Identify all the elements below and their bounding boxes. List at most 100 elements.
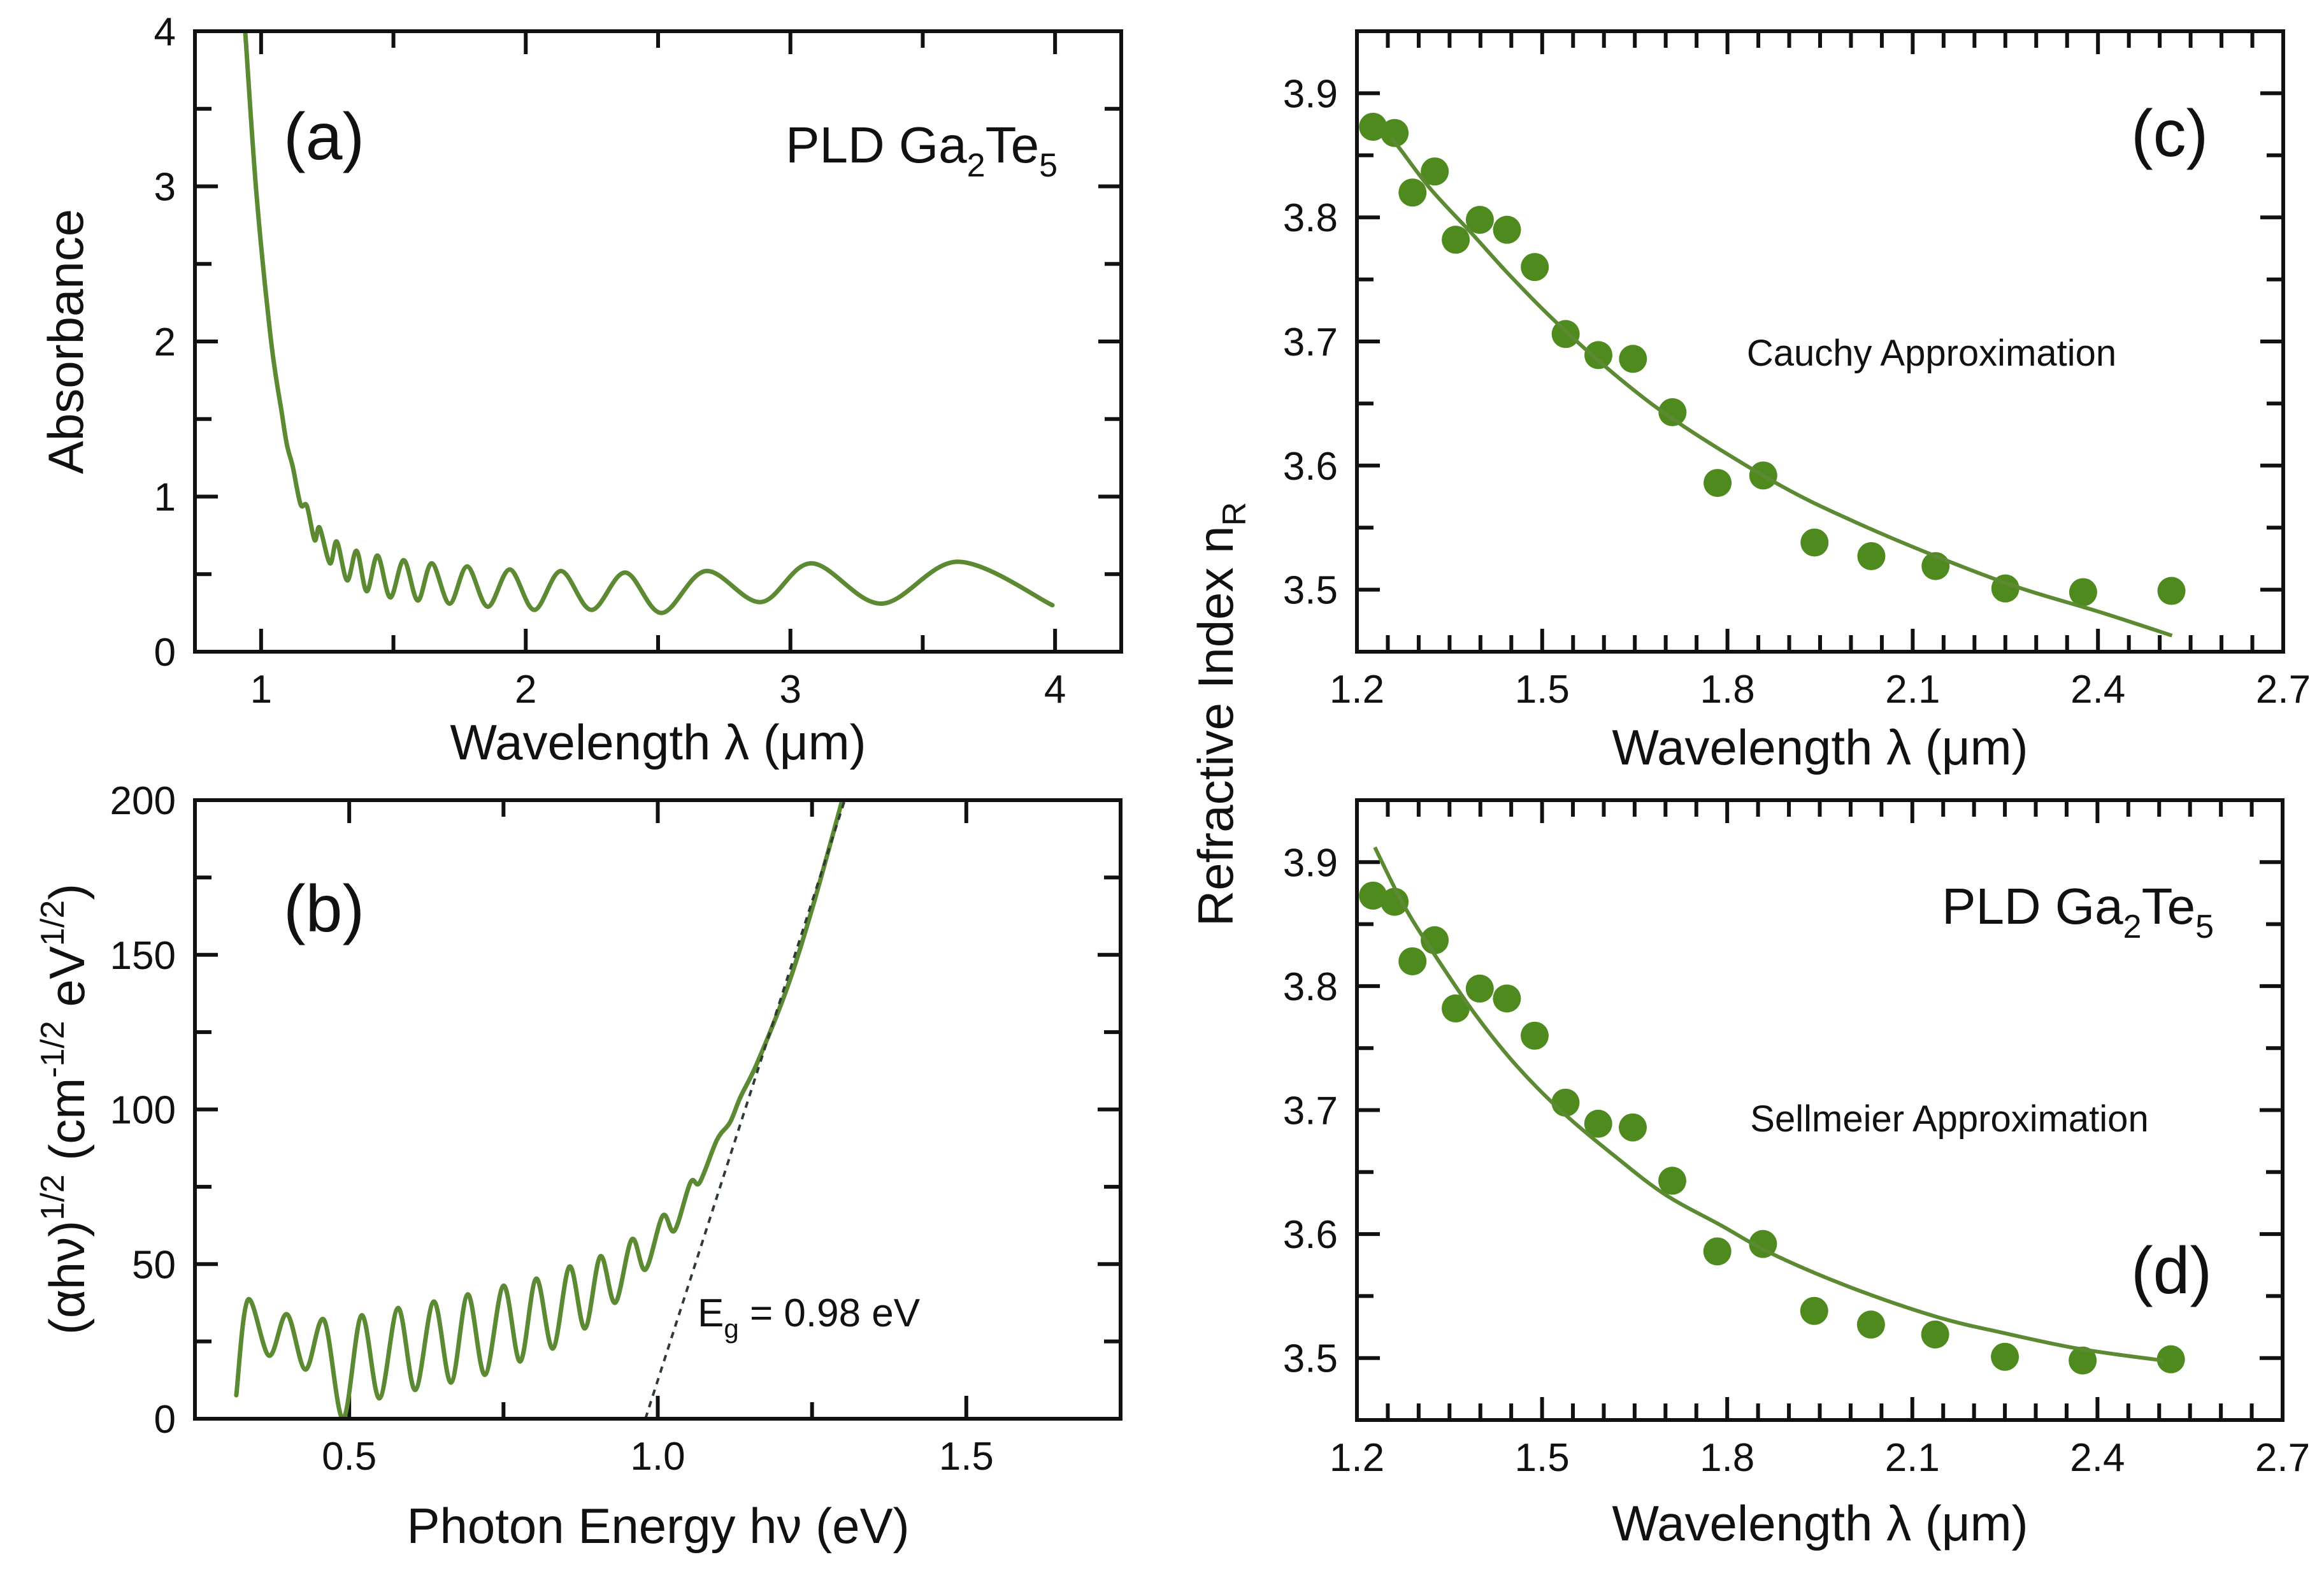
- eg-sub: g: [724, 1314, 738, 1344]
- plot-frame: [1355, 798, 2285, 1422]
- ylabel-main: Refractive Index n: [1187, 526, 1244, 926]
- data-point: [1521, 253, 1549, 282]
- panel-b-eg-annotation: Eg = 0.98 eV: [698, 1291, 921, 1344]
- panel-b-plot-area: 0.5 1.0 1.5 0 50 100 150 200: [110, 779, 1123, 1479]
- data-point: [1618, 1113, 1647, 1142]
- y-tick-label: 3.5: [1283, 1337, 1338, 1381]
- x-tick-label: 1.2: [1330, 668, 1384, 712]
- y-tick-label: 4: [154, 10, 176, 54]
- ylabel-part-d: ): [39, 884, 95, 900]
- y-tick-label: 3.5: [1283, 569, 1338, 613]
- panel-c: 1.2 1.5 1.8 2.1 2.4 2.7 3.5 3.6 3.7 3.8 3.9 (c) Ca…: [1283, 29, 2311, 775]
- data-point: [1441, 994, 1470, 1022]
- ylabel-sup1: 1/2: [34, 1174, 71, 1220]
- sample-name: PLD Ga: [785, 117, 967, 173]
- x-tick-label: 2.4: [2070, 668, 2125, 712]
- data-point: [1800, 1296, 1828, 1325]
- panel-b-label: (b): [283, 872, 364, 946]
- panel-c-x-axis-title: Wavelength λ (μm): [1612, 719, 2028, 775]
- data-point: [1658, 398, 1687, 427]
- x-tick-label: 3: [779, 668, 801, 712]
- y-tick-label: 3.6: [1283, 445, 1338, 489]
- data-point: [1800, 528, 1829, 557]
- panel-a-plot-area: 1 2 3 4 0 1 2 3 4: [154, 10, 1123, 712]
- plot-frame: [193, 798, 1123, 1421]
- data-point: [1704, 469, 1732, 498]
- y-tick-label: 3.9: [1283, 72, 1338, 116]
- y-tick-label: 3.8: [1283, 196, 1338, 240]
- y-tick-label: 200: [110, 779, 176, 823]
- panel-b-y-axis-title: (αhν)1/2 (cm-1/2 eV1/2): [34, 884, 95, 1335]
- sample-mid: Te: [2142, 878, 2196, 935]
- data-curve: [234, 800, 845, 1419]
- data-point: [1658, 1166, 1686, 1195]
- x-tick-label: 2.1: [1885, 668, 1940, 712]
- x-tick-label: 2: [515, 668, 536, 712]
- y-tick-label: 3.7: [1283, 1089, 1338, 1133]
- panel-a-sample-annotation: PLD Ga2Te5: [785, 117, 1058, 184]
- panel-d-fit-annotation: Sellmeier Approximation: [1750, 1098, 2148, 1140]
- panel-d: 1.2 1.5 1.8 2.1 2.4 2.7 3.5 3.6 3.7 3.8 3.9 PLD Ga…: [1283, 798, 2310, 1551]
- panel-a-y-axis-title: Absorbance: [38, 209, 94, 474]
- refractive-index-y-axis-title: Refractive Index nR: [1187, 502, 1253, 926]
- y-tick-label: 3.9: [1283, 841, 1338, 885]
- data-point: [1359, 112, 1388, 141]
- data-point: [1584, 1109, 1612, 1138]
- plot-frame: [1355, 29, 2285, 654]
- y-tick-label: 0: [154, 631, 176, 675]
- x-tick-label: 1.5: [1515, 668, 1570, 712]
- x-tick-label: 2.1: [1885, 1436, 1940, 1480]
- y-tick-label: 1: [154, 476, 176, 520]
- y-tick-label: 150: [110, 934, 176, 978]
- sample-sub1: 2: [967, 147, 986, 184]
- x-tick-label: 1.8: [1700, 1436, 1754, 1480]
- x-tick-label: 1.5: [939, 1435, 994, 1479]
- panel-d-sample-annotation: PLD Ga2Te5: [1942, 878, 2214, 945]
- x-tick-label: 0.5: [322, 1435, 377, 1479]
- panel-a-label: (a): [283, 100, 364, 174]
- x-tick-label: 1.8: [1700, 668, 1754, 712]
- panel-d-plot-area: 1.2 1.5 1.8 2.1 2.4 2.7 3.5 3.6 3.7 3.8 3.9: [1283, 798, 2310, 1480]
- data-point: [1381, 118, 1409, 147]
- sample-mid: Te: [986, 117, 1040, 173]
- panel-b: 0.5 1.0 1.5 0 50 100 150 200 (b) Eg = 0.98 eV P…: [34, 779, 1123, 1554]
- x-tick-label: 2.7: [2255, 1436, 2310, 1480]
- data-point: [1991, 1342, 2019, 1371]
- x-tick-label: 2.7: [2256, 668, 2311, 712]
- sample-sub2: 5: [1039, 147, 1058, 184]
- y-tick-label: 2: [154, 320, 176, 364]
- sample-sub1: 2: [2123, 908, 2142, 945]
- fit-curve: [1373, 846, 2164, 1363]
- data-point: [2069, 578, 2097, 606]
- ylabel-part-b: (cm: [39, 1078, 95, 1175]
- panel-d-label: (d): [2131, 1234, 2212, 1308]
- y-tick-label: 3.6: [1283, 1213, 1338, 1257]
- ylabel-sub: R: [1216, 502, 1253, 526]
- fit-curve: [1389, 136, 2173, 638]
- x-tick-label: 1.5: [1514, 1436, 1569, 1480]
- data-point: [1465, 974, 1494, 1003]
- data-point: [2156, 1345, 2185, 1374]
- data-point: [1465, 206, 1494, 234]
- y-tick-label: 3.8: [1283, 965, 1338, 1009]
- x-tick-label: 1: [250, 668, 272, 712]
- x-tick-label: 1.2: [1330, 1436, 1384, 1480]
- data-point: [1359, 881, 1388, 910]
- y-tick-label: 3.7: [1283, 320, 1338, 364]
- panel-d-x-axis-title: Wavelength λ (μm): [1612, 1495, 2028, 1551]
- data-point: [1703, 1237, 1732, 1266]
- panel-a-x-axis-title: Wavelength λ (μm): [450, 714, 866, 770]
- panel-c-label: (c): [2131, 97, 2208, 171]
- data-point: [2069, 1346, 2097, 1375]
- data-point: [1493, 984, 1521, 1013]
- y-tick-label: 3: [154, 166, 176, 210]
- panel-c-plot-area: 1.2 1.5 1.8 2.1 2.4 2.7 3.5 3.6 3.7 3.8 3.9: [1283, 29, 2311, 712]
- data-point: [1520, 1021, 1549, 1050]
- data-point: [1421, 157, 1449, 186]
- data-point: [1398, 947, 1427, 975]
- data-point: [1584, 341, 1613, 369]
- eg-value: = 0.98 eV: [739, 1291, 921, 1335]
- y-tick-label: 0: [154, 1398, 176, 1442]
